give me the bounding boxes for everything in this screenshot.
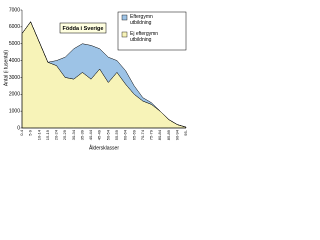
area xyxy=(21,21,187,128)
x-tick-label: 0-4 xyxy=(19,129,24,136)
legend-swatch xyxy=(121,14,128,21)
legend-label: Eftergymn utbildning xyxy=(130,14,153,26)
y-tick-label: 4000 xyxy=(9,58,20,64)
y-tick-label: 2000 xyxy=(9,92,20,98)
x-tick-label: 15-19 xyxy=(45,129,50,140)
x-tick-label: 5-9 xyxy=(28,129,33,136)
x-tick-label: 10-14 xyxy=(36,129,41,140)
x-tick-label: 45-49 xyxy=(97,129,102,140)
x-tick-label: 95- xyxy=(183,129,188,135)
x-tick-label: 35-39 xyxy=(79,129,84,140)
title-box xyxy=(59,22,107,34)
x-tick-label: 85-89 xyxy=(166,129,171,140)
legend-label-line: Eftergymn xyxy=(130,14,153,20)
y-tick-label: 3000 xyxy=(9,75,20,81)
legend-swatch xyxy=(121,31,128,38)
legend-label: Ej eftergymn utbildning xyxy=(130,31,158,43)
x-tick-label: 80-84 xyxy=(157,129,162,140)
y-tick-label: 5000 xyxy=(9,41,20,47)
y-axis-title: Antal (i tusental) xyxy=(3,50,9,86)
y-tick-label: 7000 xyxy=(9,7,20,13)
legend xyxy=(117,11,187,51)
chart: Antal (i tusental) Åldersklasser 0 1000 20… xyxy=(0,0,209,152)
x-tick-label: 50-54 xyxy=(105,129,110,140)
x-tick-label: 90-94 xyxy=(174,129,179,140)
legend-label-line: Ej eftergymn xyxy=(130,31,158,37)
legend-label-line: utbildning xyxy=(130,37,152,43)
x-tick-label: 30-34 xyxy=(71,129,76,140)
x-tick-label: 60-64 xyxy=(123,129,128,140)
y-tick-label: 1000 xyxy=(9,108,20,114)
chart-title: Födda i Sverige xyxy=(63,26,104,32)
x-tick-label: 65-69 xyxy=(131,129,136,140)
y-tick-label: 0 xyxy=(17,125,20,131)
y-tick-label: 6000 xyxy=(9,24,20,30)
x-tick-label: 75-79 xyxy=(149,129,154,140)
x-tick-label: 40-44 xyxy=(88,129,93,140)
x-tick-label: 70-74 xyxy=(140,129,145,140)
legend-label-line: utbildning xyxy=(130,20,152,26)
x-axis-title: Åldersklasser xyxy=(89,144,119,151)
x-tick-label: 25-29 xyxy=(62,129,67,140)
x-tick-label: 20-24 xyxy=(54,129,59,140)
x-tick-label: 55-59 xyxy=(114,129,119,140)
